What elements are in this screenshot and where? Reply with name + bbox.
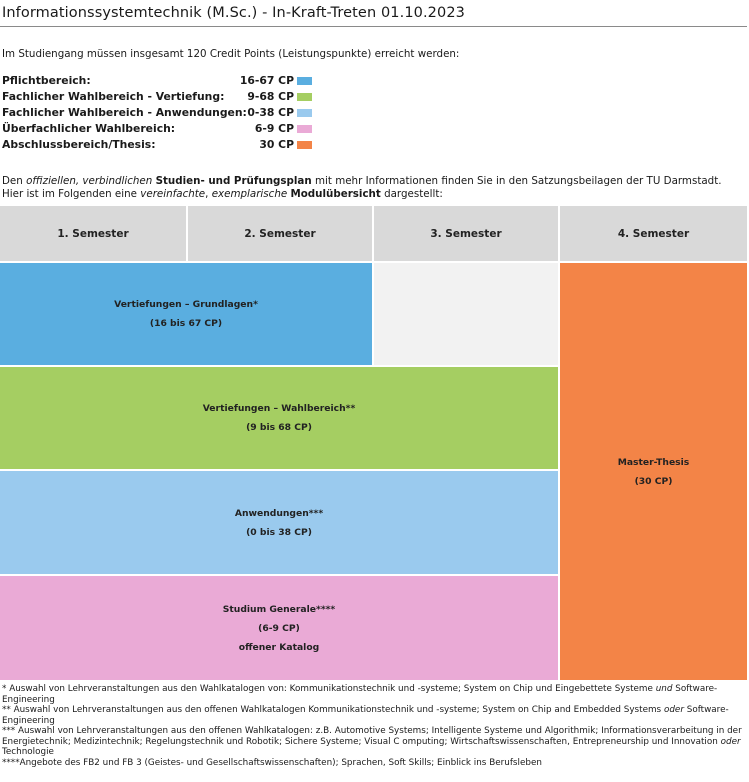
block-cp: (16 bis 67 CP) bbox=[149, 318, 223, 329]
cp-value: 6-9 CP bbox=[254, 122, 294, 135]
description-line-1: Den offiziellen, verbindlichen Studien- … bbox=[2, 175, 722, 187]
color-swatch bbox=[297, 77, 312, 85]
footnotes: * Auswahl von Lehrveranstaltungen aus de… bbox=[2, 684, 744, 768]
footnote-2: ** Auswahl von Lehrveranstaltungen aus d… bbox=[2, 705, 729, 726]
module-overview-grid: 1. Semester 2. Semester 3. Semester 4. S… bbox=[0, 206, 747, 682]
cp-value: 30 CP bbox=[259, 138, 294, 151]
block-studium-generale: Studium Generale**** (6-9 CP) offener Ka… bbox=[0, 576, 558, 680]
block-title: Vertiefungen – Wahlbereich** bbox=[202, 403, 356, 414]
block-extra: offener Katalog bbox=[238, 641, 320, 653]
semester-1-header: 1. Semester bbox=[0, 206, 186, 261]
color-swatch bbox=[297, 141, 312, 149]
block-title: Master-Thesis bbox=[617, 456, 690, 468]
block-cp: (9 bis 68 CP) bbox=[246, 422, 312, 433]
block-title: Anwendungen*** bbox=[234, 507, 324, 519]
block-master-thesis: Master-Thesis (30 CP) bbox=[560, 263, 747, 680]
semester-2-header: 2. Semester bbox=[188, 206, 372, 261]
color-swatch bbox=[297, 125, 312, 133]
block-cp: (0 bis 38 CP) bbox=[246, 526, 312, 538]
cp-label: Abschlussbereich/Thesis: bbox=[2, 138, 156, 151]
cp-value: 9-68 CP bbox=[247, 90, 294, 103]
cp-value: 16-67 CP bbox=[239, 74, 294, 87]
block-vertiefungen-grundlagen: Vertiefungen – Grundlagen* (16 bis 67 CP… bbox=[0, 263, 372, 365]
title-divider bbox=[0, 26, 747, 27]
plan-link-text: Studien- und Prüfungsplan bbox=[155, 175, 312, 187]
empty-cell bbox=[374, 263, 558, 365]
block-cp: (30 CP) bbox=[634, 475, 673, 487]
intro-text: Im Studiengang müssen insgesamt 120 Cred… bbox=[2, 48, 460, 60]
footnote-3: *** Auswahl von Lehrveranstaltungen aus … bbox=[2, 726, 742, 757]
block-title: Vertiefungen – Grundlagen* bbox=[114, 299, 258, 310]
block-vertiefungen-wahlbereich: Vertiefungen – Wahlbereich** (9 bis 68 C… bbox=[0, 367, 558, 469]
description-text: Den offiziellen, verbindlichen Studien- … bbox=[2, 175, 722, 200]
cp-label: Pflichtbereich: bbox=[2, 74, 91, 87]
block-title: Studium Generale**** bbox=[222, 603, 336, 615]
description-line-2: Hier ist im Folgenden eine vereinfachte,… bbox=[2, 187, 443, 200]
footnote-1: * Auswahl von Lehrveranstaltungen aus de… bbox=[2, 684, 718, 705]
color-swatch bbox=[297, 109, 312, 117]
cp-value: 0-38 CP bbox=[247, 106, 294, 119]
color-swatch bbox=[297, 93, 312, 101]
semester-3-header: 3. Semester bbox=[374, 206, 558, 261]
page-title: Informationssystemtechnik (M.Sc.) - In-K… bbox=[2, 5, 465, 21]
block-anwendungen: Anwendungen*** (0 bis 38 CP) bbox=[0, 471, 558, 574]
cp-label: Fachlicher Wahlbereich - Vertiefung: bbox=[2, 90, 225, 103]
semester-4-header: 4. Semester bbox=[560, 206, 747, 261]
block-cp: (6-9 CP) bbox=[258, 622, 300, 634]
cp-label: Fachlicher Wahlbereich - Anwendungen: bbox=[2, 106, 247, 119]
footnote-4: ****Angebote des FB2 und FB 3 (Geistes- … bbox=[2, 757, 542, 768]
cp-label: Überfachlicher Wahlbereich: bbox=[2, 122, 176, 135]
